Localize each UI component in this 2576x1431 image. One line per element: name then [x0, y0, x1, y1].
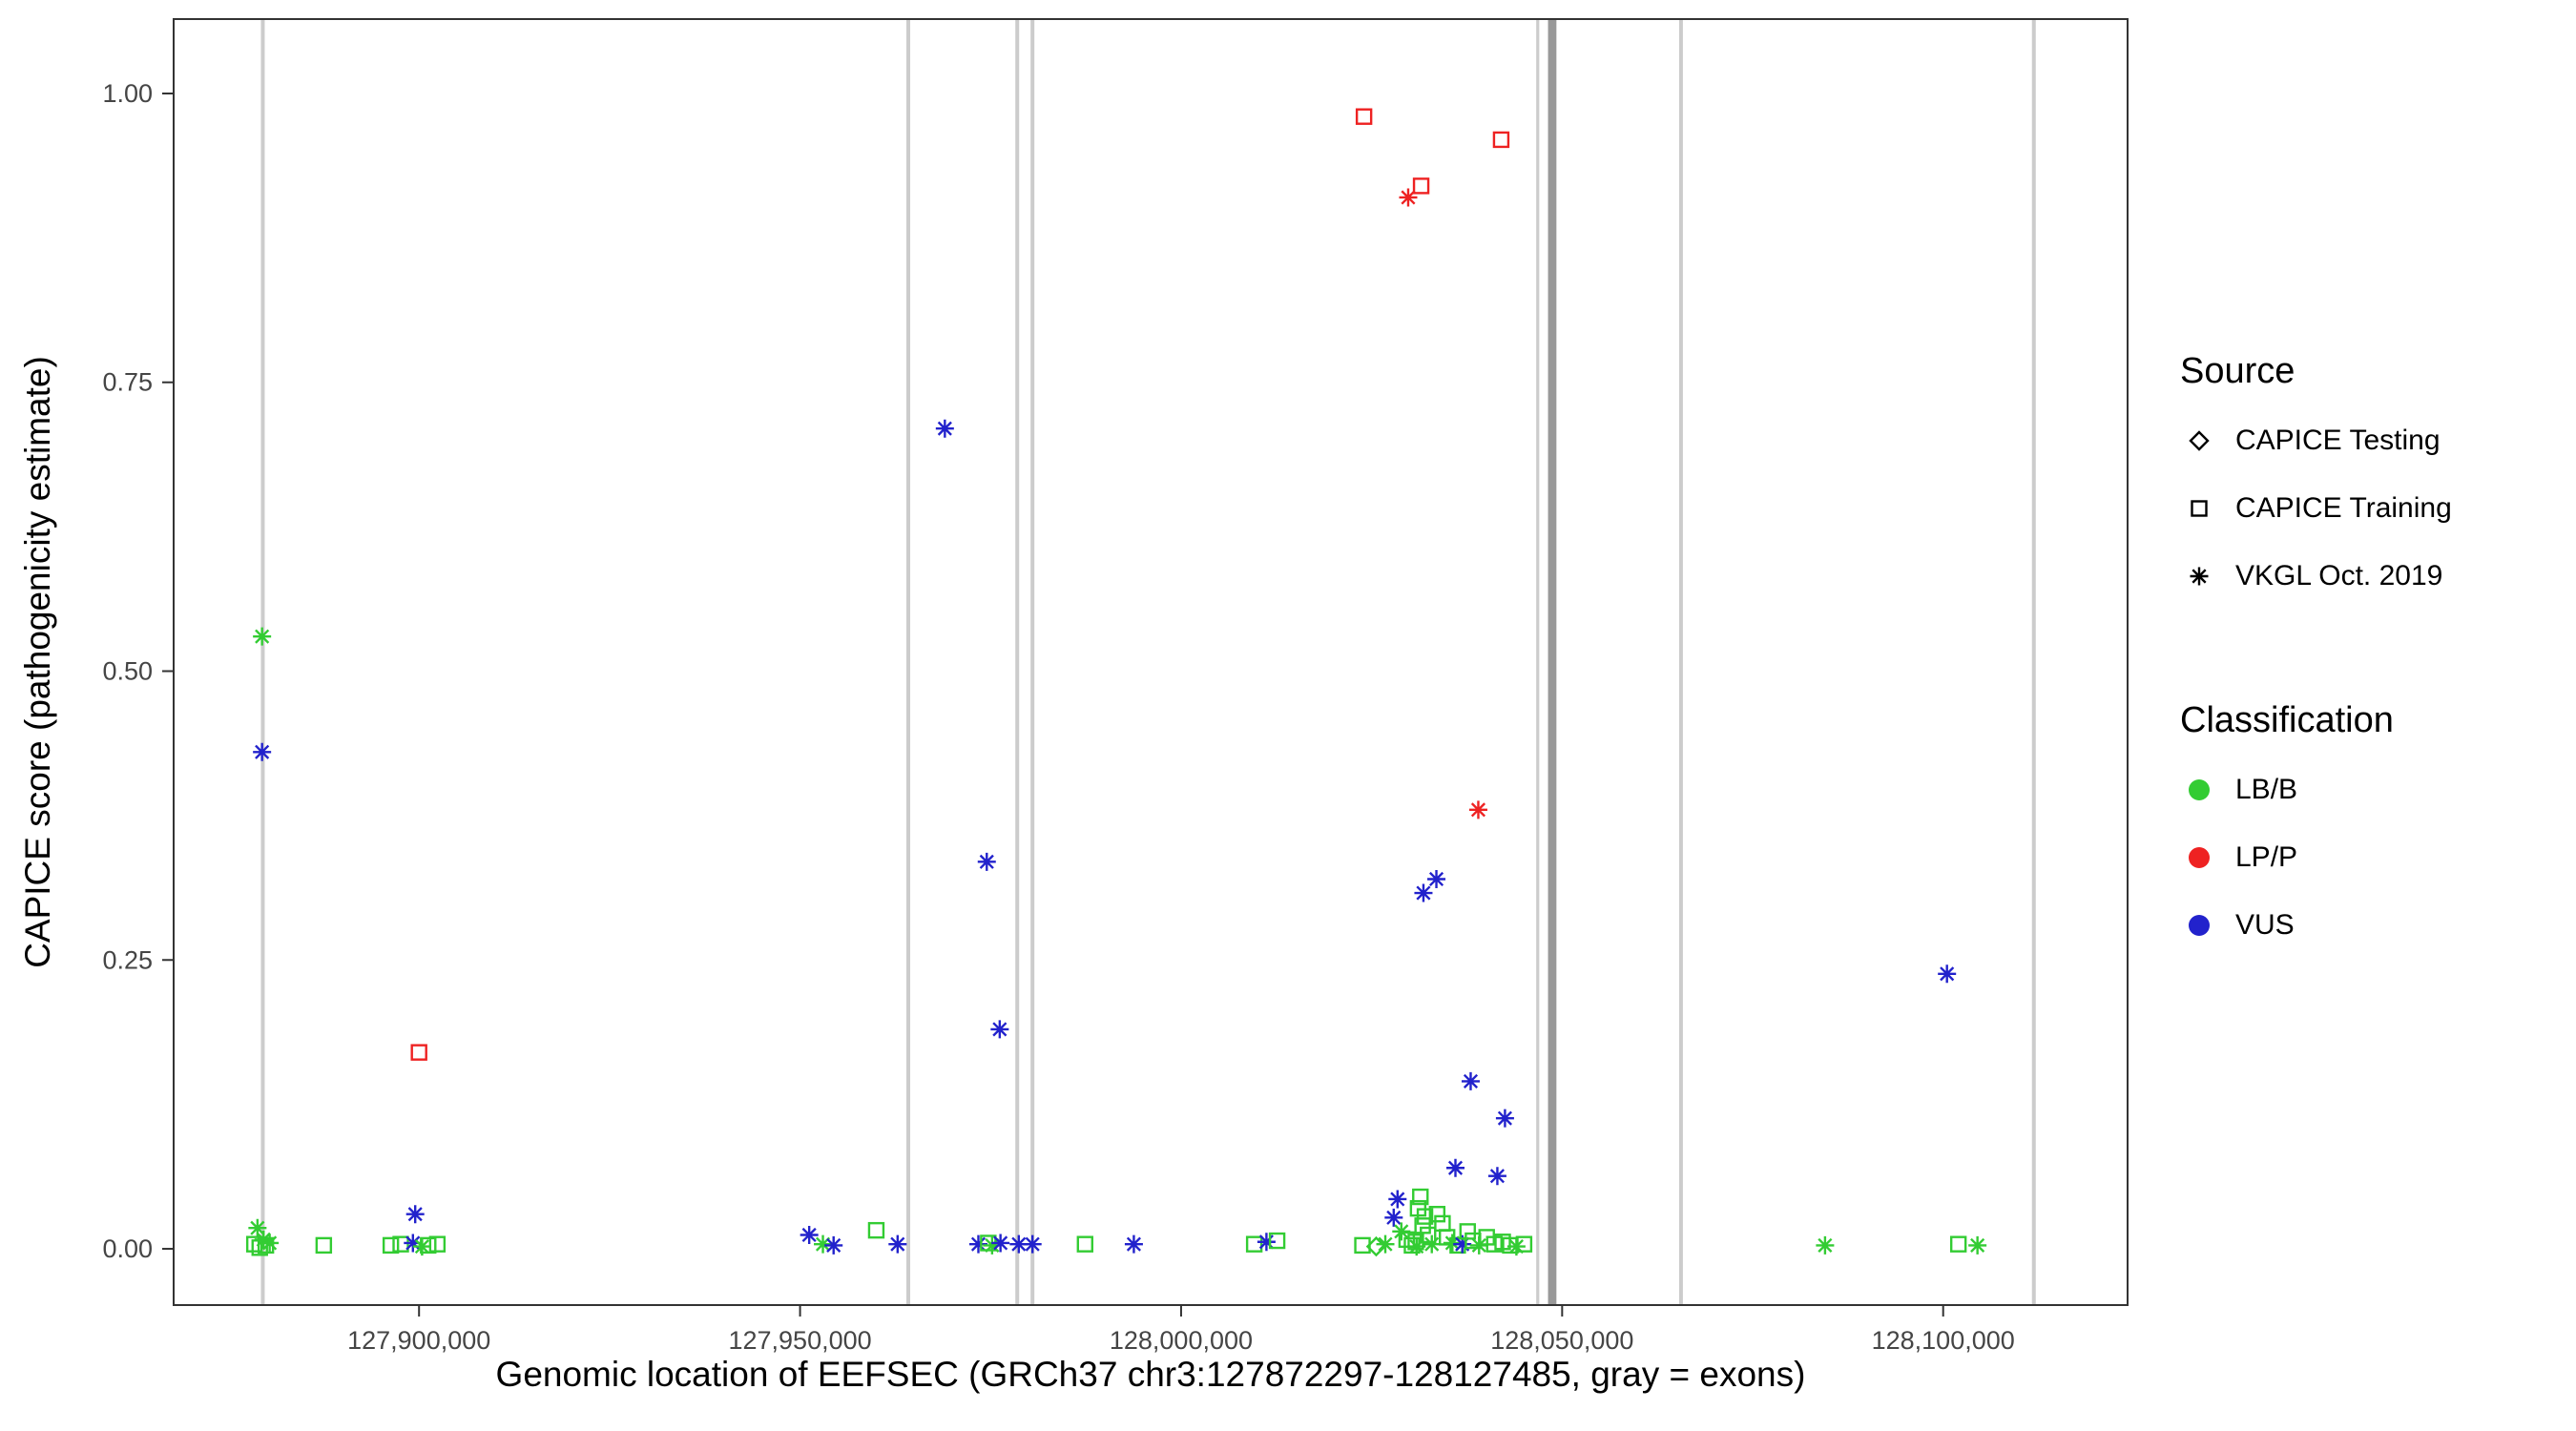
legend-item-label: LB/B	[2235, 774, 2298, 805]
square-icon	[2191, 500, 2208, 517]
legend-source-group: Source CAPICE Testing CAPICE Training VK…	[2180, 351, 2452, 600]
svg-text:0.75: 0.75	[102, 368, 153, 397]
legend-item-capice-training: CAPICE Training	[2180, 485, 2452, 532]
svg-text:1.00: 1.00	[102, 79, 153, 108]
svg-text:0.25: 0.25	[102, 945, 153, 974]
legend-item-lpp: LP/P	[2180, 834, 2452, 881]
legend-item-capice-testing: CAPICE Testing	[2180, 417, 2452, 465]
y-axis-title: CAPICE score (pathogenicity estimate)	[18, 356, 57, 968]
vus-dot-icon	[2189, 915, 2210, 936]
legend-item-label: LP/P	[2235, 841, 2298, 873]
svg-text:0.00: 0.00	[102, 1234, 153, 1263]
legend-item-lbb: LB/B	[2180, 766, 2452, 814]
legend-item-label: VKGL Oct. 2019	[2235, 560, 2443, 591]
svg-text:128,050,000: 128,050,000	[1490, 1326, 1633, 1355]
legend-item-label: CAPICE Training	[2235, 492, 2452, 524]
svg-text:128,000,000: 128,000,000	[1110, 1326, 1253, 1355]
legend-classification-group: Classification LB/B LP/P VUS	[2180, 700, 2452, 949]
svg-text:0.50: 0.50	[102, 657, 153, 686]
asterisk-icon	[2190, 567, 2209, 586]
lbb-dot-icon	[2189, 779, 2210, 800]
svg-text:127,950,000: 127,950,000	[728, 1326, 871, 1355]
legend-item-label: CAPICE Testing	[2235, 425, 2441, 456]
lpp-dot-icon	[2189, 847, 2210, 868]
legend-source-title: Source	[2180, 351, 2296, 391]
legend-item-vkgl: VKGL Oct. 2019	[2180, 552, 2452, 600]
svg-text:127,900,000: 127,900,000	[347, 1326, 490, 1355]
diamond-icon	[2189, 430, 2210, 451]
svg-text:128,100,000: 128,100,000	[1872, 1326, 2015, 1355]
legend-item-label: VUS	[2235, 909, 2295, 941]
x-axis-title: Genomic location of EEFSEC (GRCh37 chr3:…	[495, 1355, 1806, 1394]
legend: Source CAPICE Testing CAPICE Training VK…	[2180, 351, 2452, 969]
legend-item-vus: VUS	[2180, 902, 2452, 949]
legend-classification-title: Classification	[2180, 700, 2394, 740]
